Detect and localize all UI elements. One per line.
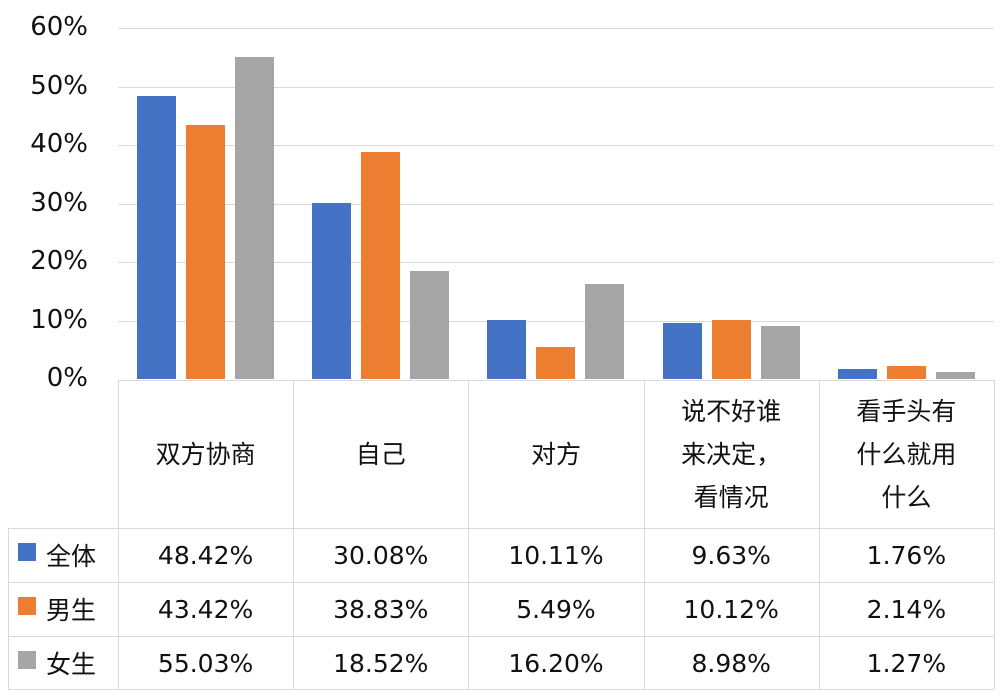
category-label: 看手头有 什么就用 什么 (856, 396, 957, 512)
y-axis-tick-label: 30% (30, 187, 88, 218)
bar-female (935, 371, 975, 379)
table-border (8, 528, 9, 689)
data-table-cell: 55.03% (157, 648, 254, 678)
legend-swatch (18, 651, 36, 669)
gridline (118, 86, 994, 88)
bar-overall (487, 319, 527, 379)
gridline (118, 320, 994, 322)
y-axis-tick-label: 10% (30, 304, 88, 335)
gridline (118, 28, 994, 29)
data-table-cell: 43.42% (157, 594, 254, 624)
bar-male (361, 151, 401, 379)
data-table-cell: 18.52% (333, 648, 429, 678)
table-border (8, 636, 994, 637)
legend-label: 女生 (46, 650, 97, 679)
data-table-cell: 9.63% (691, 540, 771, 570)
legend-label: 全体 (46, 542, 97, 571)
data-table-cell: 30.08% (333, 540, 429, 570)
bar-female (410, 270, 450, 379)
y-axis-tick-label: 20% (30, 246, 88, 276)
table-border (818, 380, 820, 689)
table-border (8, 528, 994, 529)
data-table-cell: 1.27% (866, 648, 947, 678)
category-label: 自己 (355, 439, 406, 469)
y-axis-tick-label: 60% (30, 12, 88, 42)
data-table-cell: 8.98% (691, 648, 771, 678)
data-table-cell: 1.76% (866, 540, 947, 570)
table-border (643, 380, 645, 689)
y-axis-tick-label: 40% (30, 129, 88, 159)
legend-swatch (18, 597, 36, 615)
legend-entry: 男生 (8, 583, 118, 635)
data-table-cell: 38.83% (333, 594, 429, 624)
bar-overall (312, 203, 352, 379)
bar-male (886, 366, 926, 379)
bar-male (711, 319, 751, 379)
data-table-cell: 48.42% (157, 540, 254, 570)
bar-overall (662, 322, 702, 379)
category-label: 说不好谁 来决定， 看情况 (681, 396, 782, 512)
category-label: 对方 (530, 439, 581, 469)
bar-male (536, 346, 576, 379)
table-border (8, 582, 994, 583)
y-axis-tick-label: 50% (30, 70, 88, 101)
data-table-cell: 2.14% (866, 594, 947, 624)
legend-entry: 女生 (8, 637, 118, 689)
bar-male (186, 124, 225, 379)
category-label: 双方协商 (155, 439, 256, 469)
bar-female (760, 326, 800, 379)
gridline (118, 203, 994, 205)
table-border (293, 380, 295, 689)
gridline (118, 145, 994, 146)
legend-entry: 全体 (8, 529, 118, 581)
gridline (118, 262, 994, 263)
data-table-cell: 10.12% (683, 594, 779, 624)
legend-swatch (18, 543, 36, 561)
table-border (994, 380, 995, 689)
data-table-cell: 10.11% (508, 540, 604, 570)
table-border (118, 380, 994, 381)
table-border (118, 380, 119, 689)
table-border (468, 380, 470, 689)
bar-female (235, 57, 274, 379)
bar-overall (837, 368, 877, 379)
table-border (8, 689, 994, 690)
bar-female (585, 284, 625, 379)
data-table-cell: 16.20% (508, 648, 604, 678)
bar-overall (137, 95, 176, 379)
data-table-cell: 5.49% (516, 594, 596, 624)
legend-label: 男生 (46, 596, 97, 625)
y-axis-tick-label: 0% (46, 363, 88, 393)
